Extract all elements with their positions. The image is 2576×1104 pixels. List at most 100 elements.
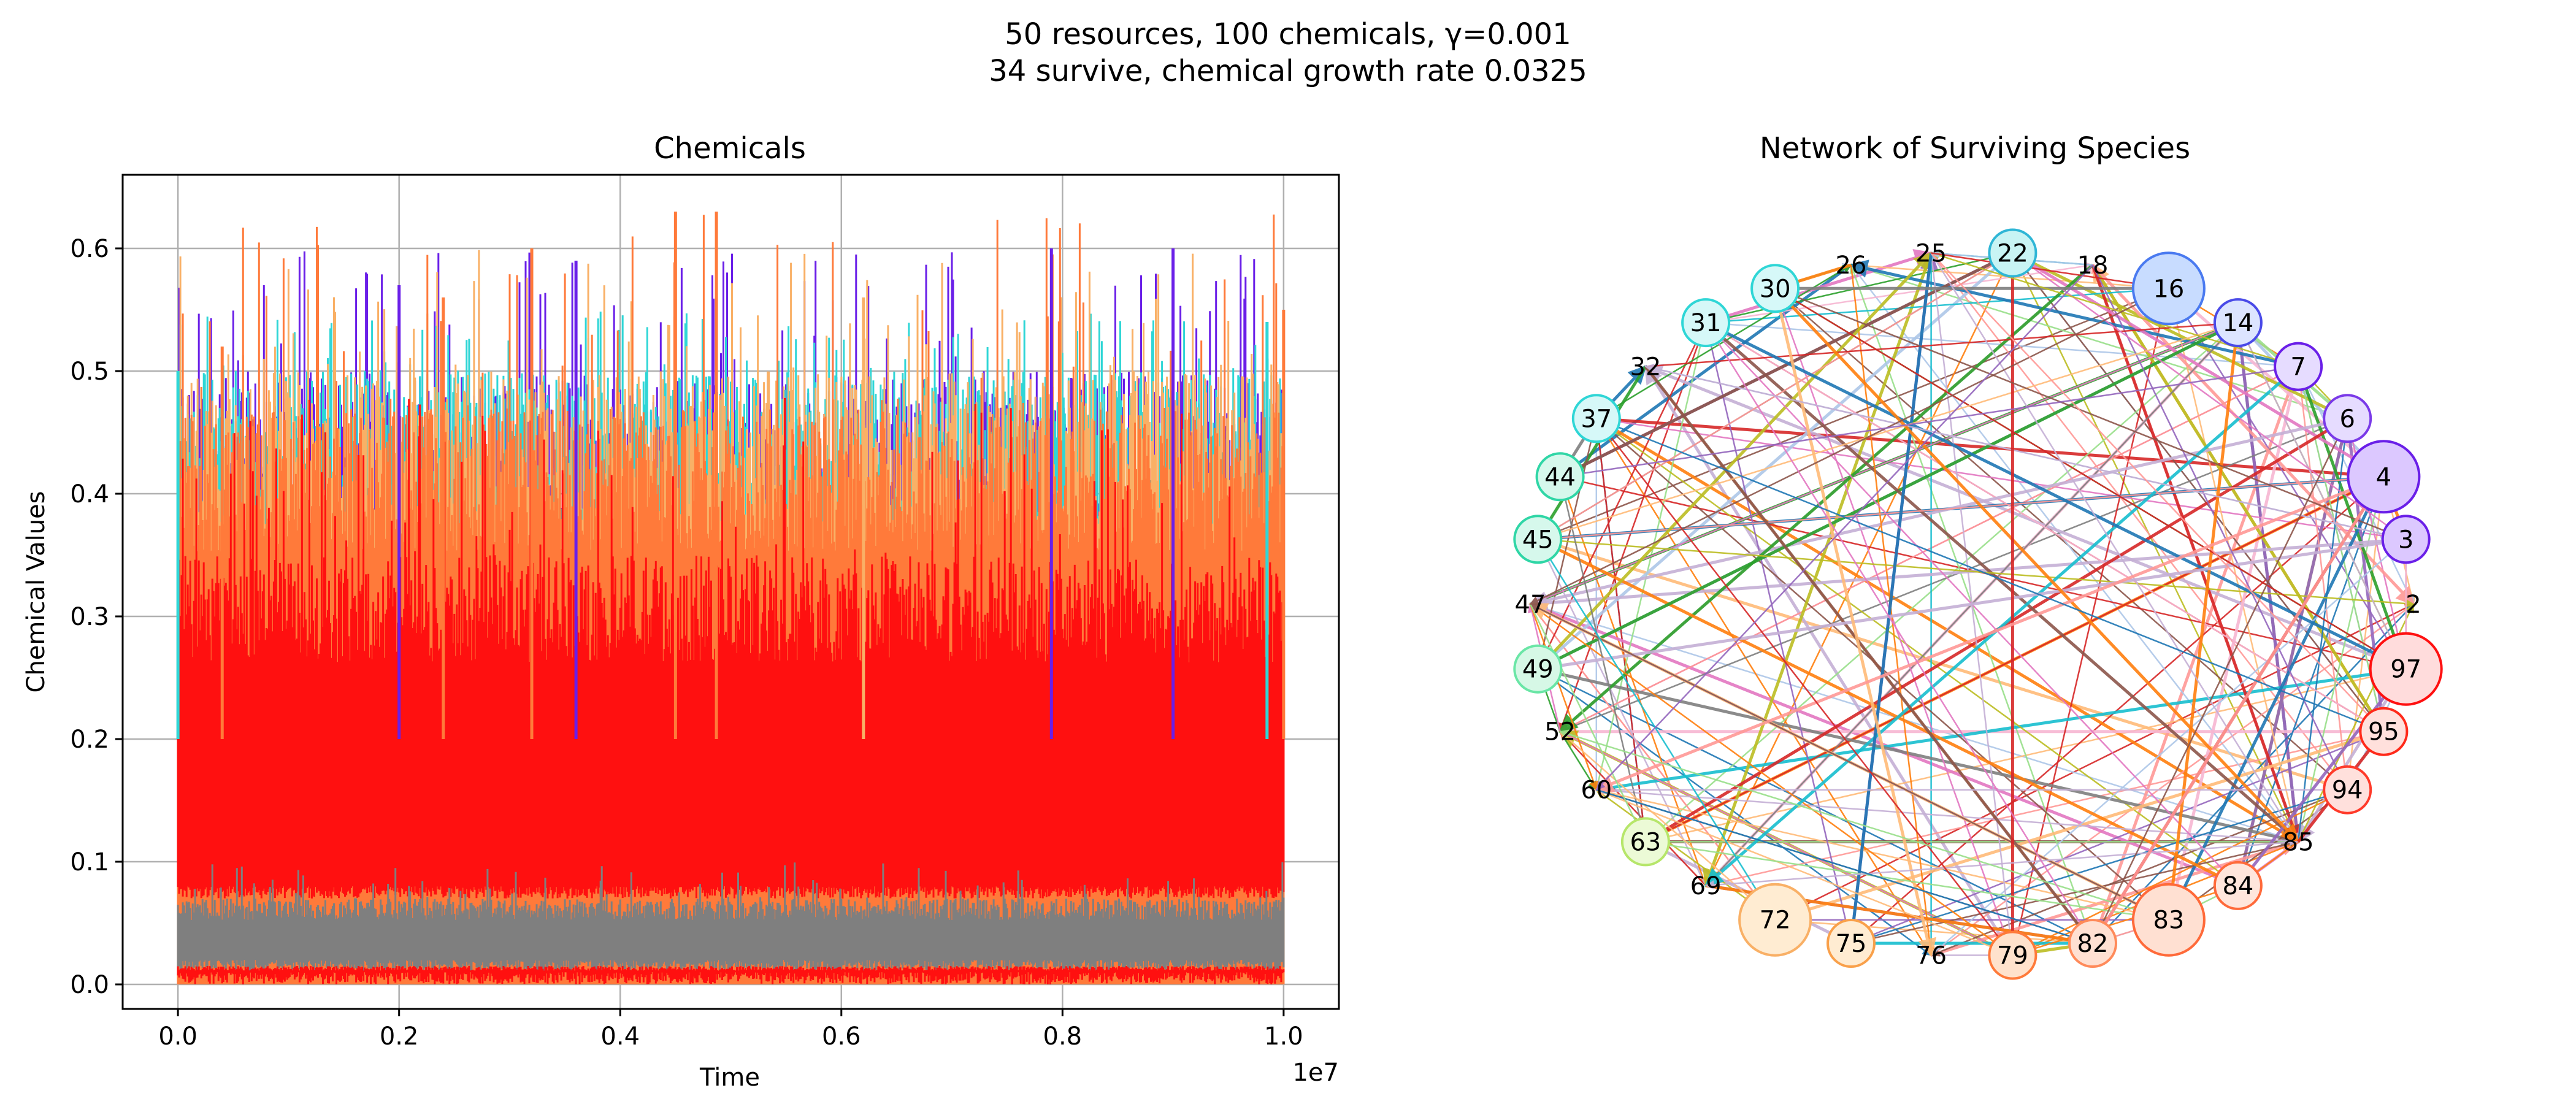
network-edge <box>1645 322 2239 843</box>
network-edge <box>1595 788 2013 956</box>
network-edge <box>2012 252 2299 843</box>
network-edge <box>1530 603 2014 956</box>
network-edge <box>2294 366 2348 790</box>
network-node-75 <box>1827 919 1876 968</box>
network-node-label: 75 <box>1836 930 1867 958</box>
network-node-7 <box>2274 342 2323 391</box>
network-node-44 <box>1535 452 1585 502</box>
network-node-label: 49 <box>1522 656 1554 684</box>
network-node-label: 30 <box>1760 275 1791 303</box>
network-node-49 <box>1513 644 1563 694</box>
network-edge <box>1536 476 2384 543</box>
x-axis-offset-label: 1e7 <box>1292 1059 1339 1087</box>
x-tick-label: 0.2 <box>380 1022 419 1051</box>
network-node-6 <box>2323 394 2372 443</box>
network-node-label: 45 <box>1522 526 1554 554</box>
network-edge <box>1538 539 2415 608</box>
network-edge <box>1595 475 2385 792</box>
network-edge <box>1595 787 2169 921</box>
network-edge <box>1559 418 2348 733</box>
network-edge <box>1529 604 1598 791</box>
network-edge <box>1535 418 1598 670</box>
network-node-label: 18 <box>2077 251 2109 280</box>
network-edge <box>1774 288 2014 956</box>
x-tick-label: 0.6 <box>822 1022 861 1051</box>
network-node-label: 37 <box>1581 405 1612 433</box>
network-node-22 <box>1988 228 2037 278</box>
network-chart: Network of Surviving Species 2 3 4 6 7 14 16 18… <box>1513 131 2443 980</box>
x-axis-label: Time <box>699 1064 760 1092</box>
network-edge <box>1596 662 2408 792</box>
network-edge <box>2297 417 2352 842</box>
figure-title-line-2: 34 survive, chemical growth rate 0.0325 <box>989 54 1587 88</box>
x-tick-label: 0.4 <box>600 1022 640 1051</box>
network-node-label: 60 <box>1581 776 1612 805</box>
network-edge <box>1930 789 2348 957</box>
network-edge <box>1850 730 2385 945</box>
network-nodes: 2 3 4 6 7 14 16 18 22 25 26 30 31 32 37 44 45 47 49 52 60 63 6… <box>1513 228 2443 980</box>
network-edge <box>1704 841 2299 890</box>
network-edge <box>1595 418 2014 956</box>
network-node-label: 63 <box>1630 828 1661 856</box>
network-edge <box>1930 251 2299 367</box>
network-edge <box>2011 251 2348 420</box>
network-node-label: 79 <box>1997 942 2028 970</box>
network-edges <box>1527 249 2417 960</box>
network-edge <box>1704 365 2299 887</box>
network-edge <box>1774 287 2300 843</box>
y-axis-ticks: 0.0 0.1 0.2 0.3 0.4 0.5 0.6 <box>70 235 123 999</box>
network-node-16 <box>2131 251 2206 326</box>
network-edge <box>1536 251 1933 670</box>
x-axis-ticks: 0.0 0.2 0.4 0.6 0.8 1.0 <box>158 1009 1303 1051</box>
network-edge <box>1559 731 1597 791</box>
network-edge <box>1537 667 2301 848</box>
network-edge <box>1536 535 2348 792</box>
network-node-79 <box>1988 930 2037 980</box>
network-node-4 <box>2347 440 2421 514</box>
figure-title-line-1: 50 resources, 100 chemicals, γ=0.001 <box>1005 17 1571 52</box>
network-node-label: 84 <box>2222 872 2253 900</box>
network-edge <box>2237 322 2407 670</box>
network-edge <box>1596 789 2094 946</box>
y-tick-label: 0.6 <box>70 235 109 263</box>
network-edge <box>1849 259 2299 369</box>
network-edge <box>1644 366 2094 945</box>
y-tick-label: 0.2 <box>70 726 109 754</box>
x-tick-label: 1.0 <box>1264 1022 1303 1051</box>
network-node-label: 94 <box>2332 776 2363 805</box>
network-edge <box>1930 539 2407 956</box>
network-edge <box>2091 264 2385 734</box>
y-axis-label: Chemical Values <box>22 491 50 693</box>
network-node-30 <box>1750 264 1800 313</box>
network-edge <box>1559 729 2169 921</box>
network-edge <box>1645 476 2385 843</box>
y-tick-label: 0.5 <box>70 358 109 386</box>
network-edge <box>1529 321 2239 605</box>
network-edge <box>1774 288 2407 541</box>
network-edge <box>2091 475 2385 945</box>
network-edge <box>1774 603 2415 921</box>
network-edge <box>1850 264 2299 843</box>
network-node-label: 52 <box>1544 718 1576 746</box>
network-edge <box>1704 322 2385 732</box>
network-edge <box>1930 252 2348 791</box>
network-edge <box>2167 321 2245 920</box>
network-edge <box>1596 418 2239 886</box>
network-edge <box>1559 366 2299 732</box>
network-node-95 <box>2359 707 2409 756</box>
network-edge <box>1596 418 2407 543</box>
network-node-31 <box>1681 298 1731 348</box>
network-node-label: 31 <box>1690 309 1722 337</box>
network-node-label: 32 <box>1630 353 1661 381</box>
network-node-14 <box>2213 298 2263 348</box>
network-node-label: 83 <box>2153 907 2184 935</box>
network-edge <box>1536 321 2239 542</box>
network-node-label: 7 <box>2290 353 2306 381</box>
chart-title: Chemicals <box>654 131 806 166</box>
chemical-series <box>176 212 1286 984</box>
network-node-label: 26 <box>1836 251 1867 280</box>
network-node-83 <box>2131 883 2206 957</box>
network-edge <box>1774 288 2407 670</box>
network-edge <box>2091 264 2348 791</box>
network-node-label: 4 <box>2376 463 2391 491</box>
